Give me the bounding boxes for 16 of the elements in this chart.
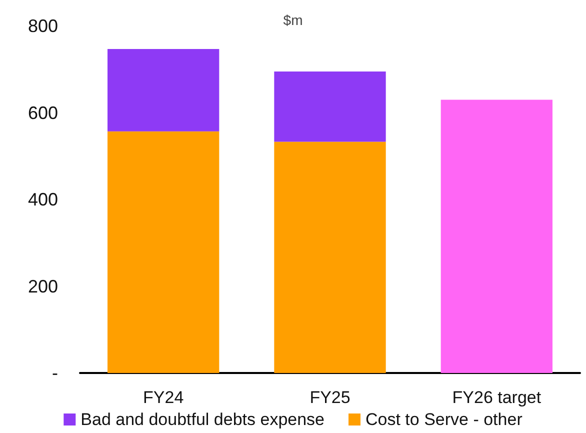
- bar: [108, 131, 220, 373]
- bar: [274, 72, 386, 142]
- x-tick-label: FY24: [143, 388, 184, 407]
- y-tick-label: 800: [28, 16, 58, 36]
- x-tick-label: FY25: [310, 388, 350, 407]
- bar: [440, 100, 552, 373]
- y-tick-label: 600: [28, 102, 58, 123]
- y-tick-label: -: [52, 363, 58, 383]
- bar: [274, 142, 386, 373]
- legend-label: Cost to Serve - other: [366, 410, 523, 429]
- legend-label: Bad and doubtful debts expense: [80, 410, 325, 429]
- y-axis-title: $m: [283, 12, 303, 28]
- y-tick-label: 200: [28, 276, 58, 296]
- y-tick-label: 400: [28, 190, 58, 210]
- bar: [108, 48, 220, 132]
- x-tick-label: FY26 target: [452, 388, 542, 407]
